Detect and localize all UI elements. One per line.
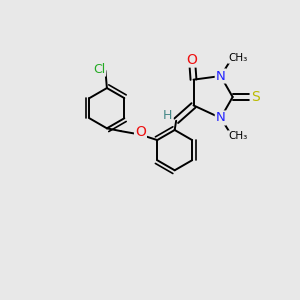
Text: CH₃: CH₃: [228, 53, 248, 63]
Text: O: O: [135, 124, 146, 139]
Text: S: S: [251, 90, 260, 104]
Text: H: H: [163, 109, 172, 122]
Text: N: N: [216, 112, 226, 124]
Text: Cl: Cl: [93, 63, 105, 76]
Text: O: O: [187, 52, 197, 67]
Text: N: N: [216, 70, 226, 83]
Text: CH₃: CH₃: [228, 131, 248, 141]
